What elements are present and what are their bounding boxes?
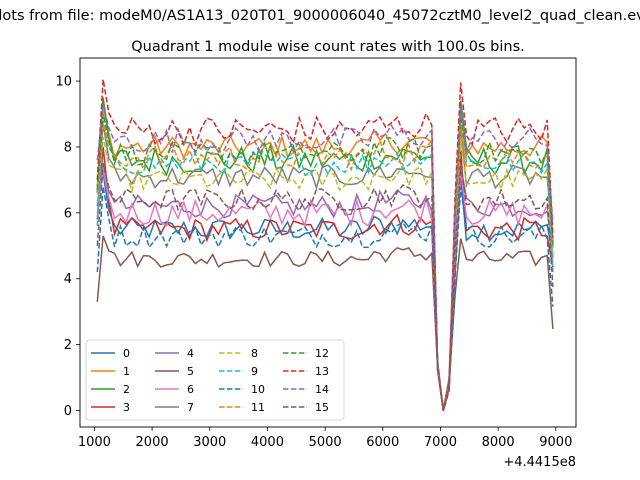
legend-label-10: 10	[251, 383, 265, 396]
x-tick-label: 7000	[424, 435, 457, 450]
legend-label-5: 5	[187, 365, 194, 378]
y-tick-label: 0	[64, 404, 72, 419]
x-tick-label: 6000	[366, 435, 399, 450]
series-line-10	[96, 186, 554, 411]
legend-box	[85, 339, 345, 421]
x-offset-label: +4.4415e8	[503, 455, 576, 470]
series-line-6	[96, 169, 554, 411]
series-line-2	[96, 97, 554, 411]
legend-label-1: 1	[123, 365, 130, 378]
legend-label-8: 8	[251, 347, 258, 360]
x-tick-label: 2000	[136, 435, 169, 450]
series-line-9	[96, 120, 554, 411]
plot-area	[96, 79, 554, 411]
x-tick-label: 5000	[309, 435, 342, 450]
figure-suptitle: Plots from file: modeM0/AS1A13_020T01_90…	[0, 8, 640, 24]
series-line-13	[96, 79, 554, 411]
legend-label-14: 14	[315, 383, 329, 396]
series-line-12	[96, 113, 554, 411]
legend-label-4: 4	[187, 347, 194, 360]
series-line-5	[96, 235, 554, 411]
legend-label-6: 6	[187, 383, 194, 396]
legend-label-11: 11	[251, 401, 265, 414]
legend-label-15: 15	[315, 401, 329, 414]
x-tick-label: 1000	[78, 435, 111, 450]
legend-label-0: 0	[123, 347, 130, 360]
legend-label-3: 3	[123, 401, 130, 414]
y-tick-label: 8	[64, 140, 72, 155]
series-line-15	[96, 163, 554, 411]
legend-label-7: 7	[187, 401, 194, 414]
series-line-14	[96, 103, 554, 411]
x-axis: 1000 2000 3000 4000 5000 6000 7000 8000 9000	[78, 427, 572, 450]
series-line-4	[96, 163, 554, 411]
series-line-3	[96, 146, 554, 411]
y-tick-label: 10	[55, 75, 72, 90]
series-line-7	[96, 123, 554, 411]
y-axis: 0 2 4 6 8 10	[55, 75, 80, 419]
y-tick-label: 6	[64, 206, 72, 221]
axes-frame	[79, 57, 577, 428]
legend-label-9: 9	[251, 365, 258, 378]
legend-label-12: 12	[315, 347, 329, 360]
chart-title: Quadrant 1 module wise count rates with …	[131, 39, 525, 55]
x-tick-label: 4000	[251, 435, 284, 450]
series-line-1	[96, 107, 554, 411]
series-line-8	[96, 136, 554, 411]
x-tick-label: 8000	[482, 435, 515, 450]
y-tick-label: 2	[64, 338, 72, 353]
y-tick-label: 4	[64, 272, 72, 287]
x-tick-label: 3000	[193, 435, 226, 450]
x-tick-label: 9000	[539, 435, 572, 450]
legend-label-2: 2	[123, 383, 130, 396]
legend-label-13: 13	[315, 365, 329, 378]
